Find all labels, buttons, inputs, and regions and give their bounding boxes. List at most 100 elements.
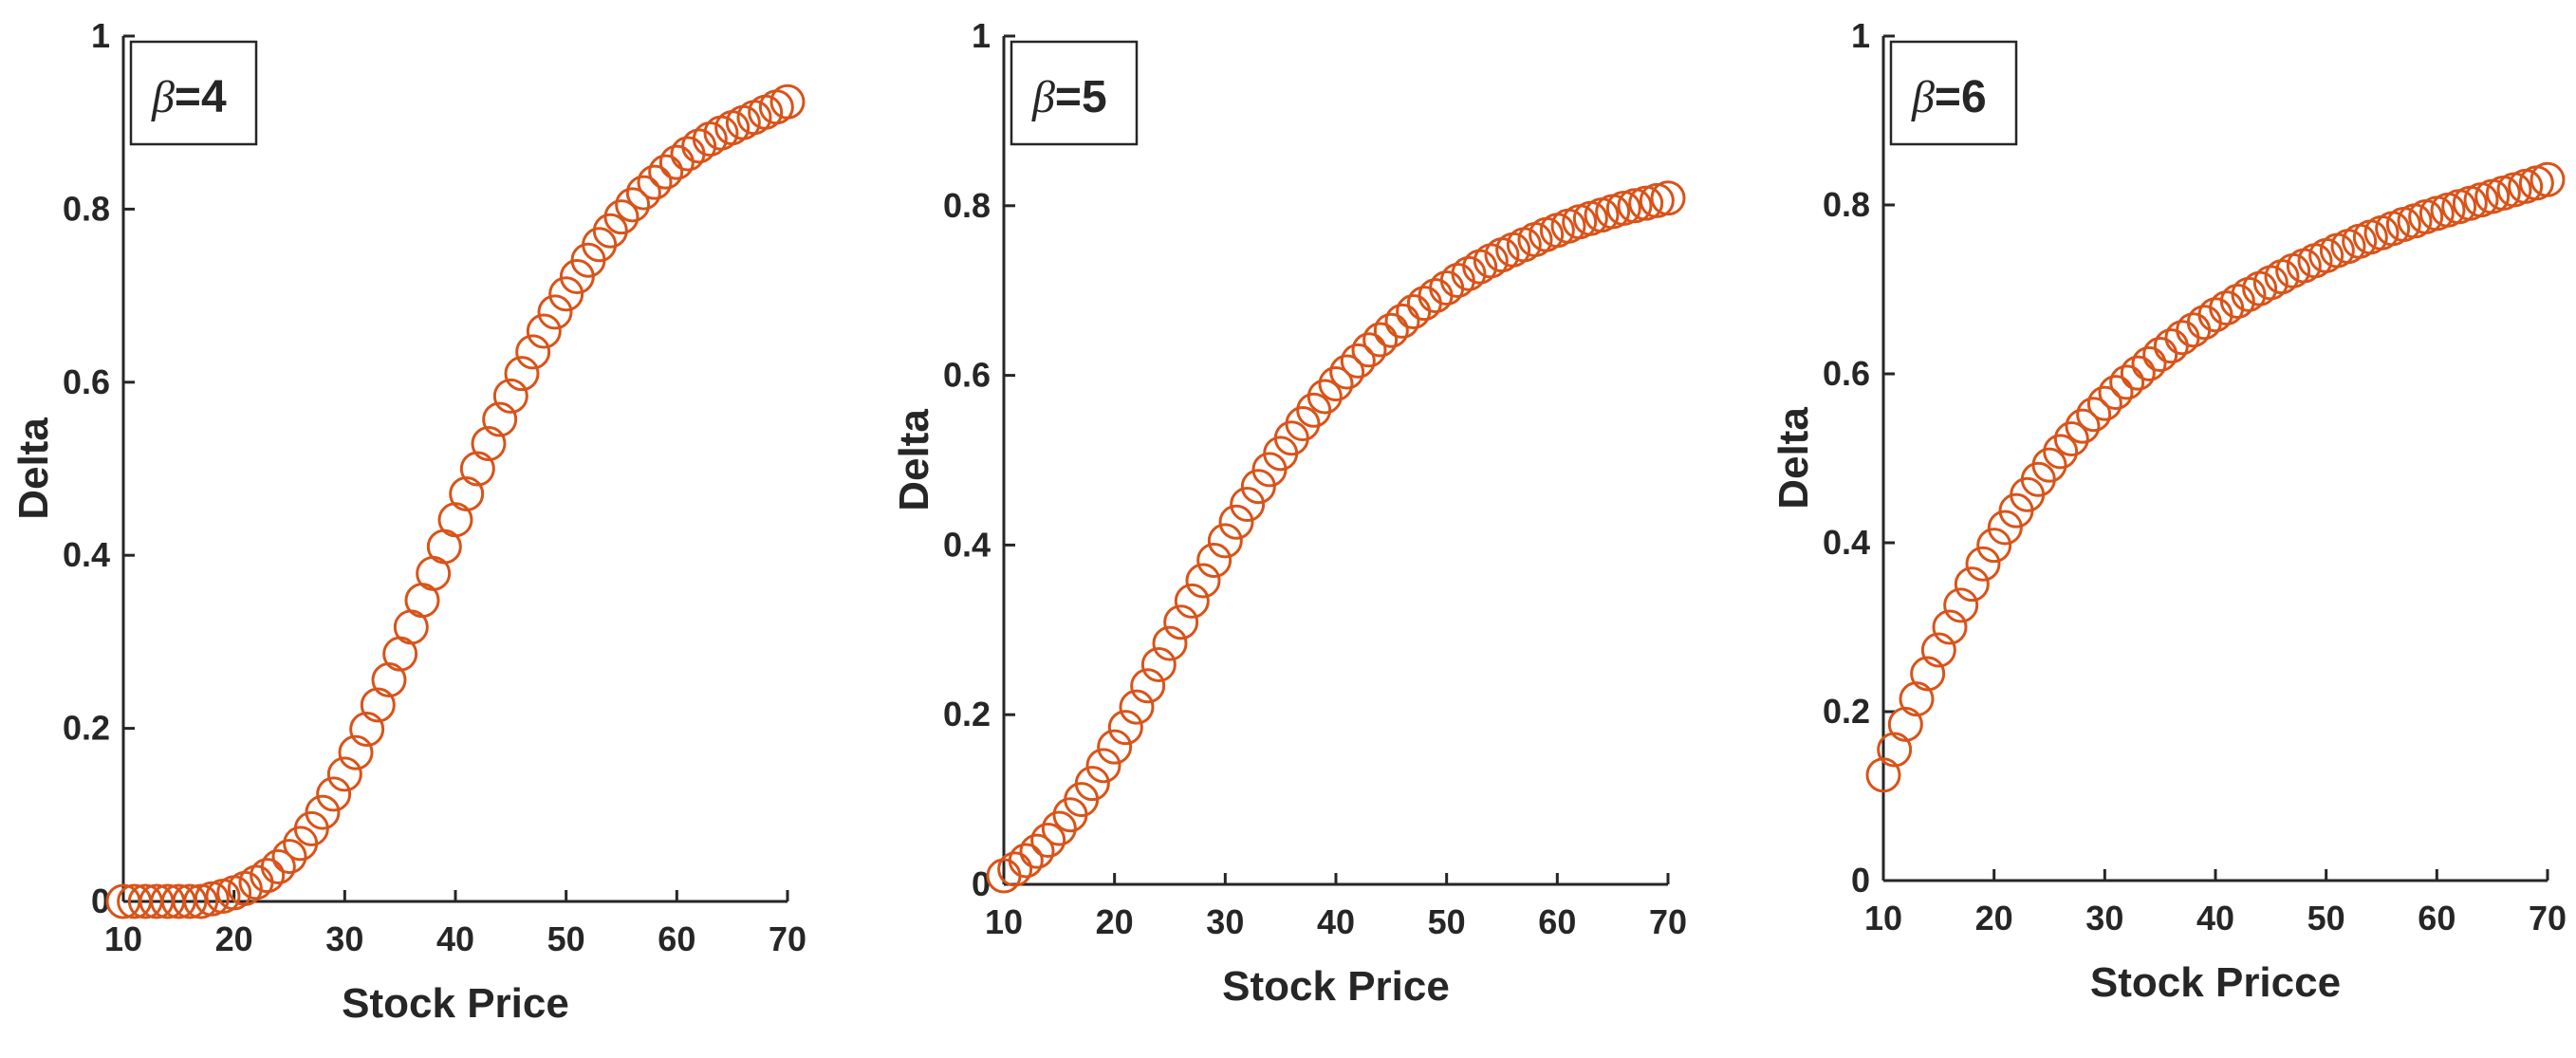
legend-beta-symbol: β (1031, 72, 1055, 122)
data-point (492, 378, 528, 414)
chart-panel-1: 0 0.2 0.4 0.6 0.8 1 10 20 30 40 50 60 70 Stock Price D… (10, 16, 806, 1027)
y-tick-label: 0.6 (63, 362, 110, 401)
x-axis-label: Stock Price (1222, 963, 1450, 1010)
data-point (1910, 656, 1946, 692)
data-point (504, 356, 540, 392)
data-point (2530, 161, 2566, 197)
data-point (625, 175, 661, 211)
legend-beta-symbol: β (151, 72, 175, 122)
data-point (1019, 833, 1055, 869)
data-point (2109, 364, 2145, 400)
data-point (1174, 583, 1210, 619)
data-point (2086, 385, 2122, 421)
data-point (2142, 337, 2178, 373)
data-point (172, 883, 208, 919)
data-point (482, 401, 518, 437)
data-point (615, 187, 651, 223)
data-point (1307, 379, 1343, 415)
data-point (260, 849, 296, 885)
data-point (1865, 757, 1901, 793)
y-axis-label: Delta (10, 418, 57, 520)
data-point (1887, 706, 1923, 742)
y-tick-label: 1 (1851, 16, 1870, 55)
legend-box (1889, 40, 2018, 146)
data-point (349, 712, 385, 748)
data-point (2043, 434, 2079, 470)
data-point (2131, 345, 2167, 381)
data-point (1373, 312, 1409, 348)
x-tick-label: 30 (1206, 902, 1244, 941)
chart-panel-2: 0 0.2 0.4 0.6 0.8 1 10 20 30 40 50 60 70 Stock Price D… (891, 16, 1687, 1010)
x-tick-label: 50 (2307, 899, 2345, 937)
x-tick-label: 60 (658, 919, 695, 958)
data-point (1085, 748, 1121, 784)
data-point (2053, 421, 2089, 457)
data-point (2065, 408, 2101, 444)
data-point (1943, 587, 1979, 623)
data-point (1285, 406, 1321, 442)
data-series (986, 180, 1686, 894)
y-tick-label: 0 (91, 882, 110, 920)
data-point (1041, 810, 1077, 846)
data-point (2219, 283, 2255, 319)
data-point (338, 734, 374, 770)
data-point (1650, 180, 1686, 216)
y-tick-label: 1 (972, 16, 991, 55)
x-tick-label: 30 (325, 919, 363, 958)
data-point (648, 154, 684, 190)
data-point (1207, 523, 1243, 559)
data-point (1097, 729, 1133, 765)
x-axis-label: Stock Pricce (2090, 959, 2341, 1006)
data-point (1163, 604, 1199, 640)
legend-value: =6 (1935, 72, 1987, 122)
x-tick-label: 40 (436, 919, 474, 958)
data-point (1976, 528, 2012, 564)
data-point (769, 84, 806, 120)
data-point (305, 794, 341, 830)
x-tick-label: 10 (104, 919, 142, 958)
data-point (1185, 563, 1221, 599)
data-point (1140, 646, 1177, 682)
data-point (997, 851, 1033, 887)
data-point (1340, 343, 1376, 379)
y-tick-label: 1 (91, 16, 110, 55)
data-point (271, 839, 307, 875)
data-point (1318, 366, 1354, 402)
data-point (1329, 354, 1365, 390)
data-point (582, 227, 618, 263)
data-point (1107, 710, 1143, 746)
y-axis-label: Delta (1770, 407, 1817, 510)
data-point (681, 128, 717, 164)
data-point (2120, 355, 2156, 391)
x-axis-label: Stock Price (342, 980, 569, 1027)
y-tick-label: 0.2 (943, 695, 991, 733)
data-point (592, 213, 628, 249)
x-tick-label: 60 (1538, 902, 1576, 941)
data-point (449, 475, 485, 511)
data-series (1865, 161, 2566, 793)
data-point (459, 451, 495, 487)
data-point (250, 858, 286, 894)
data-point (1008, 843, 1044, 879)
legend-value: =4 (175, 72, 227, 122)
data-point (1987, 510, 2023, 546)
y-tick-label: 0.4 (943, 525, 991, 564)
data-point (1920, 632, 1956, 668)
data-point (1877, 732, 1913, 768)
data-point (2031, 447, 2067, 483)
y-tick-label: 0.4 (63, 535, 110, 574)
y-tick-label: 0.8 (63, 189, 110, 228)
legend-box (129, 40, 258, 146)
data-point (1152, 625, 1188, 661)
data-point (537, 294, 573, 330)
x-tick-label: 70 (769, 919, 806, 958)
data-point (2098, 375, 2134, 411)
x-tick-label: 30 (2085, 899, 2123, 937)
data-point (637, 164, 673, 200)
legend-beta-symbol: β (1911, 72, 1935, 122)
data-point (1074, 766, 1110, 802)
x-tick-label: 10 (985, 902, 1023, 941)
x-tick-label: 70 (2529, 899, 2567, 937)
data-point (1196, 542, 1232, 578)
